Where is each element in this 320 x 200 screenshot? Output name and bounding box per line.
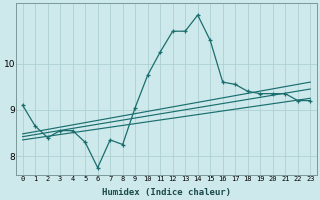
X-axis label: Humidex (Indice chaleur): Humidex (Indice chaleur) <box>102 188 231 197</box>
